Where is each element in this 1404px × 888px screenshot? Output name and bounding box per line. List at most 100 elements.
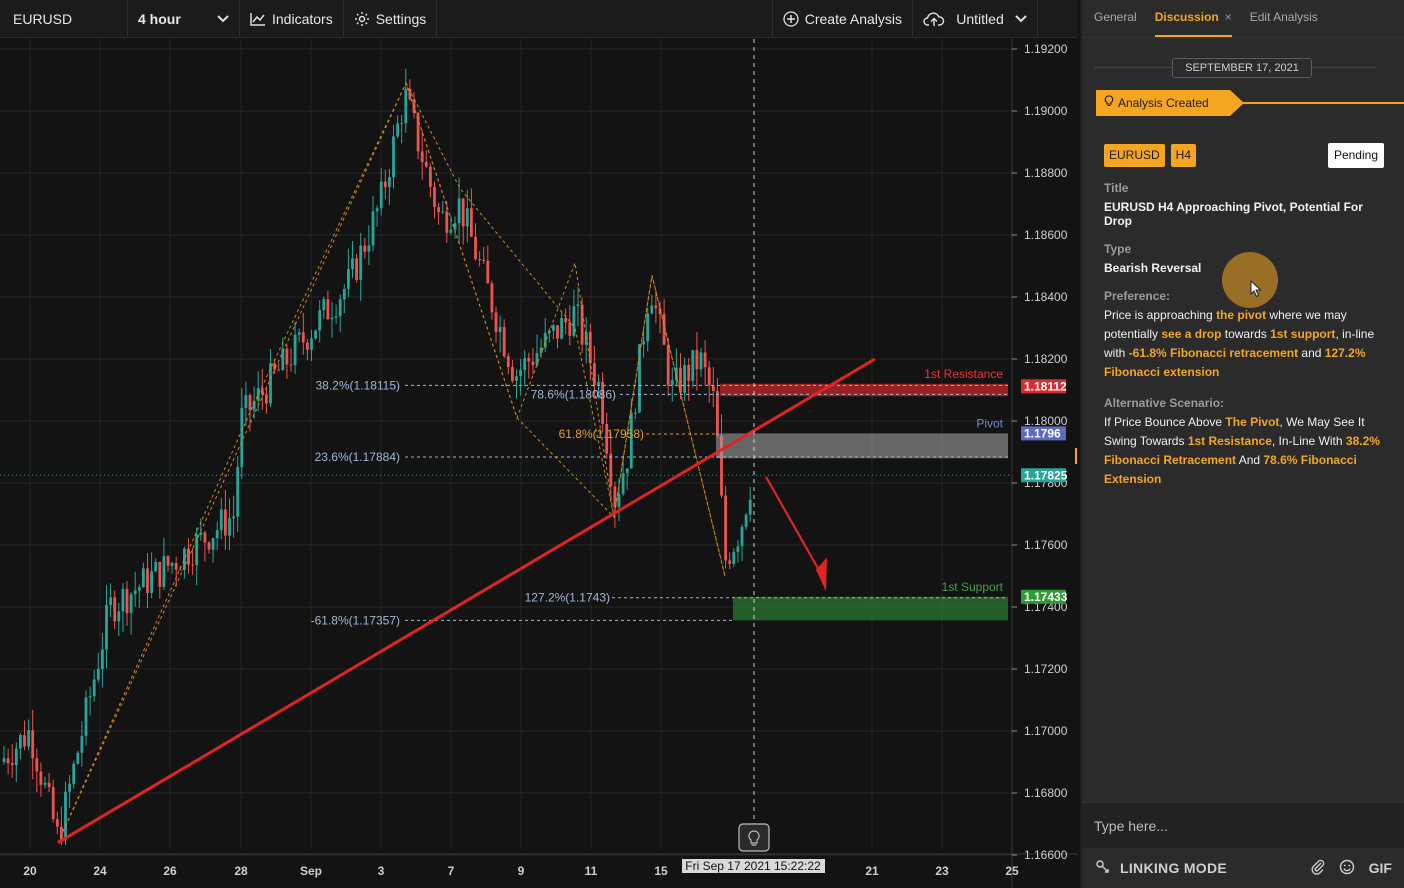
chevron-down-icon bbox=[1015, 14, 1027, 23]
candle-body bbox=[60, 826, 63, 840]
candle-body bbox=[101, 649, 104, 670]
candle-body bbox=[556, 325, 559, 339]
candle-body bbox=[191, 564, 194, 566]
candle-body bbox=[129, 594, 133, 614]
zone-label: 1st Support bbox=[942, 580, 1004, 594]
message-input[interactable] bbox=[1082, 803, 1404, 848]
candle-body bbox=[306, 342, 309, 350]
tab-edit-analysis[interactable]: Edit Analysis bbox=[1250, 10, 1318, 37]
candle-body bbox=[51, 786, 55, 820]
candle-body bbox=[289, 364, 293, 366]
candle-body bbox=[429, 166, 432, 187]
candle-body bbox=[519, 370, 522, 377]
candle-body bbox=[560, 317, 563, 339]
candle-body bbox=[744, 514, 748, 527]
candle-body bbox=[433, 186, 436, 208]
candle-body bbox=[154, 562, 158, 572]
zone-0 bbox=[720, 383, 1008, 397]
candle-body bbox=[35, 758, 39, 772]
zone-1 bbox=[716, 433, 1008, 459]
candle-body bbox=[621, 473, 625, 494]
close-icon[interactable]: × bbox=[1224, 10, 1232, 24]
candle-body bbox=[543, 332, 547, 348]
timeline-date: SEPTEMBER 17, 2021 bbox=[1172, 58, 1312, 78]
interval-selector[interactable]: 4 hour bbox=[128, 0, 240, 37]
candle-body bbox=[203, 532, 207, 543]
gif-button[interactable]: GIF bbox=[1368, 860, 1392, 876]
price-chart[interactable]: 1st Resistance Pivot 1st Support 38.2%(1.18… bbox=[0, 39, 1078, 888]
candle-body bbox=[162, 556, 166, 587]
chart-canvas[interactable]: 1st Resistance Pivot 1st Support 38.2%(1.18… bbox=[0, 39, 1078, 888]
candle-body bbox=[80, 735, 84, 753]
zigzag-pattern bbox=[57, 81, 726, 843]
emoji-icon[interactable] bbox=[1339, 859, 1355, 878]
time-tick-label: 21 bbox=[865, 864, 879, 878]
candle-body bbox=[133, 590, 137, 595]
fib-level-label: 78.6%(1.18086) bbox=[531, 387, 616, 401]
chart-axes: 1.19200 1.19000 1.18800 1.18600 1.18400 1.182… bbox=[0, 39, 1078, 888]
candle-body bbox=[580, 304, 584, 345]
candle-body bbox=[248, 395, 252, 411]
linking-mode-icon[interactable] bbox=[1094, 858, 1112, 879]
candle-body bbox=[572, 306, 576, 336]
time-tick-label: 20 bbox=[23, 864, 37, 878]
interval-label: 4 hour bbox=[138, 10, 181, 27]
highlighted-text: see a drop bbox=[1161, 327, 1222, 341]
candle-body bbox=[724, 495, 727, 561]
candle-body bbox=[125, 588, 129, 614]
price-tag bbox=[1021, 589, 1066, 604]
trendline bbox=[57, 357, 876, 844]
candle-body bbox=[96, 669, 100, 680]
time-tick-label: 23 bbox=[935, 864, 949, 878]
body-text: Price is approaching bbox=[1104, 308, 1217, 322]
candle-body bbox=[625, 468, 629, 474]
candle-body bbox=[568, 322, 572, 336]
linking-mode-label[interactable]: LINKING MODE bbox=[1120, 860, 1228, 876]
candle-body bbox=[511, 366, 514, 381]
candle-body bbox=[679, 367, 682, 393]
lightbulb-icon bbox=[748, 830, 760, 846]
candle-body bbox=[314, 330, 317, 339]
candle-body bbox=[326, 299, 330, 320]
zigzag-pattern bbox=[405, 82, 615, 518]
projection-arrowhead bbox=[816, 557, 827, 592]
candle-body bbox=[236, 466, 240, 517]
candle-body bbox=[670, 380, 674, 386]
candle-body bbox=[711, 385, 715, 391]
panel-tabs: General Discussion × Edit Analysis bbox=[1082, 0, 1404, 38]
attachment-icon[interactable] bbox=[1311, 859, 1325, 878]
body-text: , We May See It Swing Towards bbox=[1104, 415, 1365, 448]
candle-body bbox=[207, 542, 211, 550]
candle-body bbox=[720, 435, 723, 496]
price-tick-label: 1.16600 bbox=[1024, 848, 1068, 862]
candle-body bbox=[695, 350, 699, 370]
type-label: Type bbox=[1104, 242, 1132, 256]
layout-save-menu[interactable]: Untitled bbox=[913, 0, 1038, 37]
candle-body bbox=[105, 605, 108, 650]
candle-body bbox=[666, 344, 670, 386]
candle-body bbox=[285, 348, 289, 365]
indicators-button[interactable]: Indicators bbox=[240, 0, 344, 37]
candle-body bbox=[375, 208, 379, 212]
highlighted-text: -61.8% Fibonacci retracement bbox=[1128, 346, 1299, 360]
timeline-event: Analysis Created bbox=[1096, 90, 1404, 116]
zone-2 bbox=[733, 596, 1008, 621]
candle-body bbox=[420, 151, 424, 163]
candle-body bbox=[330, 317, 334, 320]
candle-body bbox=[465, 208, 469, 227]
candle-body bbox=[470, 208, 473, 237]
candle-body bbox=[211, 538, 215, 550]
create-analysis-button[interactable]: Create Analysis bbox=[773, 0, 913, 37]
tab-discussion[interactable]: Discussion × bbox=[1154, 10, 1232, 37]
candle-body bbox=[2, 758, 6, 762]
candle-body bbox=[322, 299, 326, 311]
alternative-text: If Price Bounce Above The Pivot, We May … bbox=[1104, 413, 1384, 489]
settings-button[interactable]: Settings bbox=[344, 0, 438, 37]
candle-body bbox=[281, 348, 285, 370]
time-tick-label: 28 bbox=[234, 864, 248, 878]
candle-body bbox=[498, 327, 502, 333]
candle-body bbox=[638, 344, 641, 413]
highlighted-text: the pivot bbox=[1216, 308, 1267, 322]
symbol-selector[interactable]: EURUSD bbox=[0, 0, 128, 37]
tab-general[interactable]: General bbox=[1094, 10, 1137, 37]
